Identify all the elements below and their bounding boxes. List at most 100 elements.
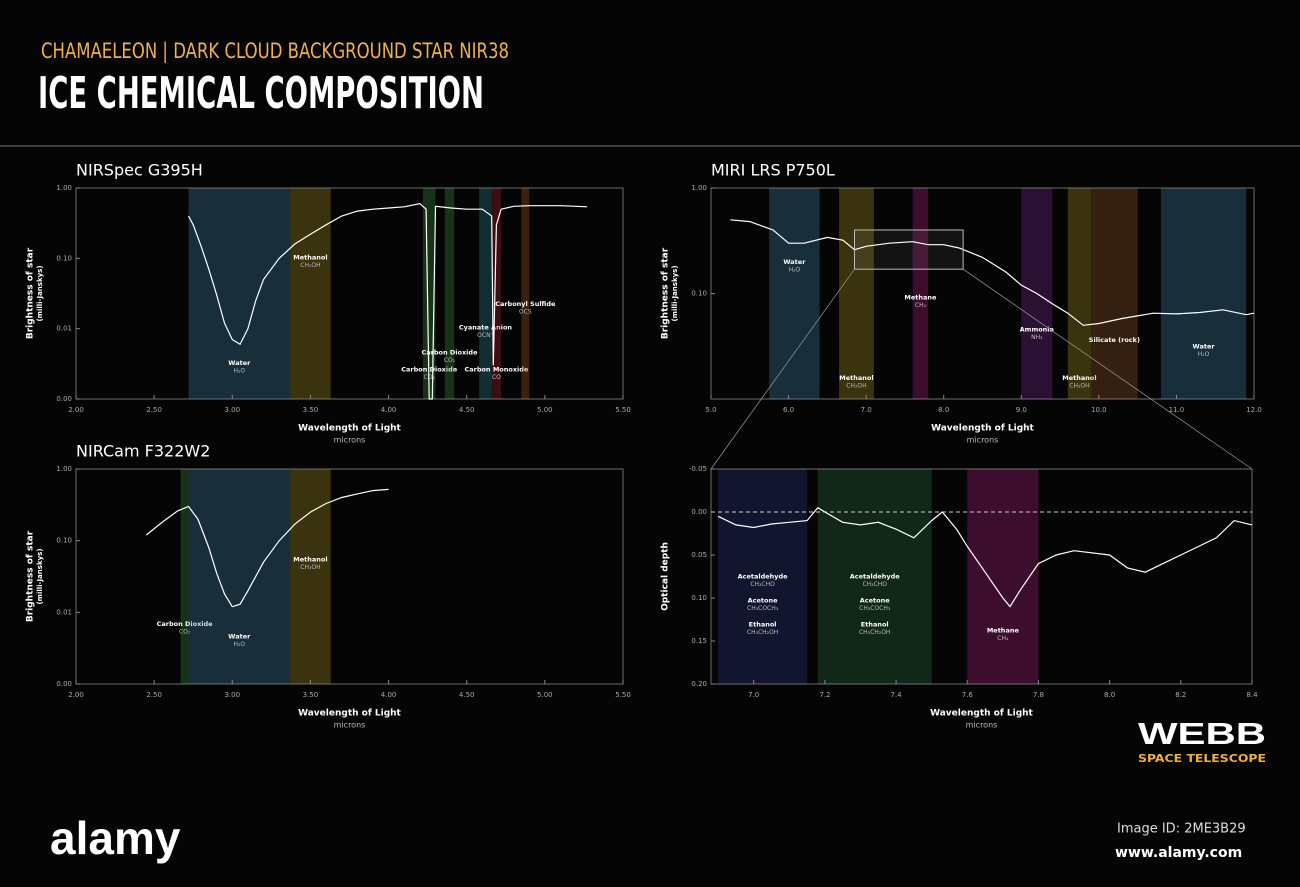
x-tick-label: 8.0 — [938, 406, 949, 414]
x-axis-label: Wavelength of Light — [298, 424, 401, 434]
x-tick-label: 3.50 — [303, 406, 319, 414]
absorption-band — [1067, 188, 1092, 399]
plot-frame — [75, 468, 624, 685]
y-axis-unit: (milli-Janskys) — [36, 548, 44, 604]
spectrum-line — [730, 219, 1255, 326]
x-tick-label: 5.50 — [615, 691, 631, 699]
x-tick-label: 2.50 — [146, 406, 162, 414]
band-label: Carbon Dioxide — [157, 620, 214, 628]
absorption-band — [188, 469, 291, 684]
band-label: Ammonia — [1020, 325, 1054, 333]
band-label: Carbon Monoxide — [464, 365, 528, 373]
band-formula: NH₃ — [1031, 334, 1043, 341]
band-label: Water — [228, 633, 251, 641]
y-tick-label: 0.01 — [56, 325, 72, 333]
zoom-connector — [710, 268, 855, 470]
y-tick-label: 0.00 — [56, 395, 72, 403]
absorption-band — [1091, 188, 1138, 399]
x-tick-label: 9.0 — [1016, 406, 1027, 414]
logo-name: WEBB — [1138, 716, 1266, 751]
band-formula: CO₂ — [179, 628, 191, 635]
band-formula: CH₃COCH₃ — [747, 605, 779, 612]
y-axis-label: Brightness of star — [26, 530, 36, 622]
band-label: Silicate (rock) — [1089, 336, 1140, 344]
band-formula: CH₃CH₂OH — [747, 629, 778, 636]
y-axis-label: Brightness of star — [26, 247, 36, 339]
band-label: Carbon Dioxide — [401, 365, 458, 373]
absorption-band — [817, 469, 932, 684]
plot-frame — [75, 187, 624, 400]
band-formula: CO₂ — [444, 357, 456, 364]
band-formula: CH₃CH₂OH — [859, 629, 890, 636]
band-label: Methanol — [1062, 374, 1096, 382]
band-formula: CH₄ — [915, 302, 927, 309]
band-formula: H₂O — [233, 641, 245, 648]
zoom-connector — [962, 268, 1253, 470]
chart-title: NIRSpec G395H — [76, 161, 203, 180]
band-label: Acetaldehyde — [738, 573, 789, 581]
chart-title: MIRI LRS P750L — [711, 161, 835, 180]
band-label: Acetaldehyde — [850, 573, 901, 581]
absorption-band — [479, 188, 492, 399]
x-tick-label: 4.50 — [459, 406, 475, 414]
x-tick-label: 2.00 — [68, 691, 84, 699]
band-label: Ethanol — [749, 621, 777, 629]
x-tick-label: 3.00 — [224, 406, 240, 414]
x-tick-label: 5.00 — [537, 406, 553, 414]
band-label: Carbon Dioxide — [422, 349, 479, 357]
band-formula: H₂O — [1198, 351, 1210, 358]
spectrum-line — [187, 202, 588, 400]
x-tick-label: 12.0 — [1246, 406, 1262, 414]
absorption-band — [967, 469, 1039, 684]
y-tick-label: 1.00 — [691, 184, 707, 192]
x-tick-label: 7.6 — [962, 691, 974, 699]
absorption-band — [188, 188, 291, 399]
y-axis-label: Brightness of star — [661, 247, 671, 339]
band-formula: OCN⁻ — [477, 332, 494, 339]
band-formula: CH₃COCH₃ — [859, 605, 891, 612]
y-tick-label: 0.01 — [56, 608, 72, 616]
band-label: Methane — [904, 294, 937, 302]
band-formula: CH₃OH — [300, 564, 320, 571]
absorption-band — [838, 188, 874, 399]
x-tick-label: 7.0 — [861, 406, 872, 414]
x-tick-label: 7.0 — [748, 691, 759, 699]
x-tick-label: 5.0 — [705, 406, 716, 414]
band-formula: CH₃CHO — [862, 581, 887, 588]
y-tick-label: 0.00 — [56, 680, 72, 688]
band-formula: CH₄ — [997, 635, 1009, 642]
x-tick-label: 5.50 — [615, 406, 631, 414]
x-axis-unit: microns — [966, 721, 998, 730]
x-tick-label: 11.0 — [1169, 406, 1185, 414]
chart-title: NIRCam F322W2 — [76, 442, 210, 461]
band-label: Cyanate Anion — [459, 323, 513, 331]
y-tick-label: 1.00 — [56, 184, 72, 192]
x-tick-label: 4.50 — [459, 691, 475, 699]
band-label: Water — [228, 359, 251, 367]
x-tick-label: 7.2 — [819, 691, 830, 699]
x-axis-label: Wavelength of Light — [930, 709, 1033, 719]
band-formula: H₂O — [789, 266, 801, 273]
band-label: Water — [1193, 342, 1216, 350]
band-label: Ethanol — [861, 621, 889, 629]
x-tick-label: 3.00 — [224, 691, 240, 699]
x-axis-unit: microns — [967, 436, 999, 445]
y-tick-label: 0.10 — [691, 594, 707, 602]
band-formula: H₂O — [233, 368, 245, 375]
band-label: Methanol — [293, 254, 327, 262]
y-axis-unit: (milli-Janskys) — [671, 265, 679, 321]
band-formula: OCS — [519, 309, 532, 316]
x-tick-label: 5.00 — [537, 691, 553, 699]
x-tick-label: 2.00 — [68, 406, 84, 414]
band-label: Methane — [987, 626, 1020, 634]
x-tick-label: 6.0 — [783, 406, 794, 414]
x-tick-label: 8.4 — [1246, 691, 1258, 699]
footer-url: www.alamy.com — [1115, 845, 1242, 861]
x-axis-label: Wavelength of Light — [298, 709, 401, 719]
footer-id: Image ID: 2ME3B29 — [1117, 822, 1246, 837]
absorption-band — [491, 188, 502, 399]
band-formula: CO₂ — [424, 374, 436, 381]
spectrum-line — [717, 506, 1253, 608]
y-axis-label: Optical depth — [661, 542, 671, 611]
y-tick-label: 1.00 — [56, 465, 72, 473]
